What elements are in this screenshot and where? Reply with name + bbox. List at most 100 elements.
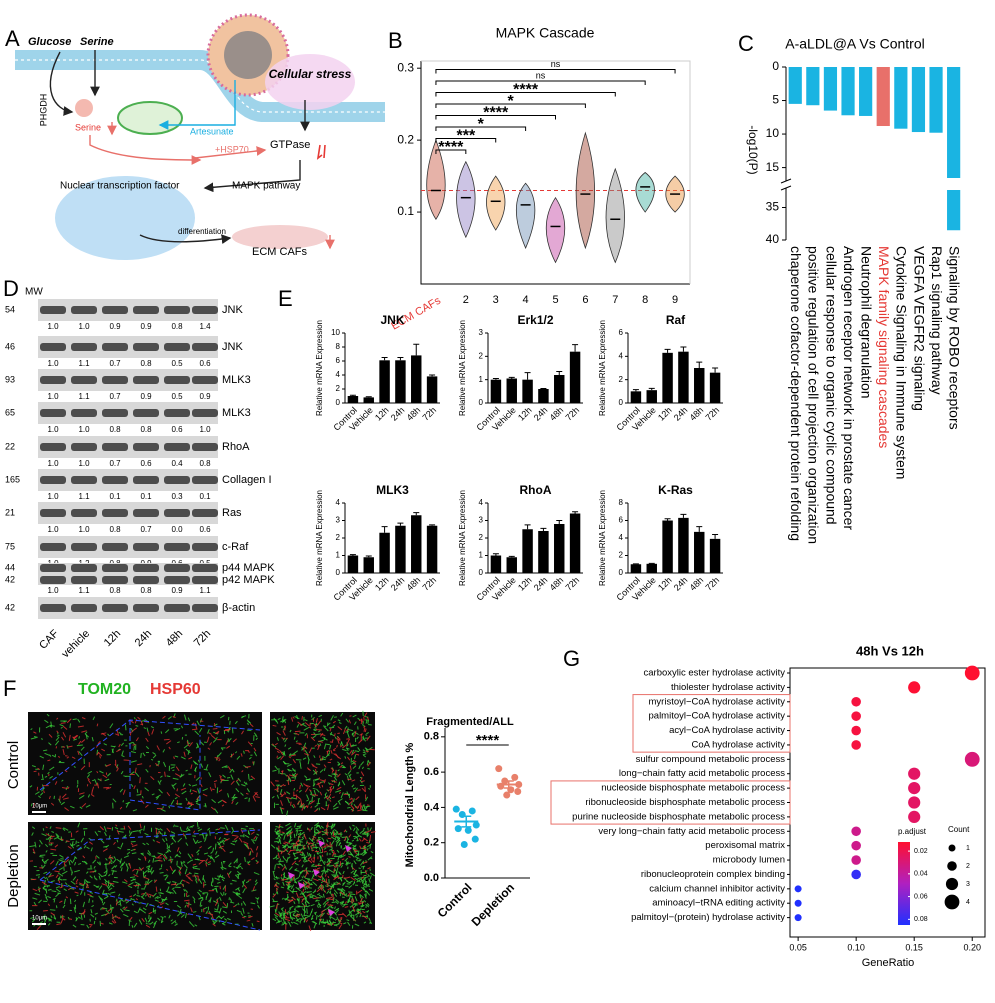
size-label: 4 (966, 899, 970, 906)
y-tick-label: 0 (619, 398, 624, 407)
speckle (323, 850, 327, 853)
speckle (33, 770, 37, 773)
speckle (64, 807, 69, 812)
x-tick-label: 0.15 (905, 942, 923, 952)
speckle (289, 914, 292, 919)
speckle (283, 912, 286, 917)
speckle (122, 800, 124, 803)
speckle (94, 831, 99, 836)
arrowhead (288, 872, 295, 879)
speckle (347, 770, 352, 775)
speckle (49, 909, 56, 911)
sig-label: * (508, 93, 515, 110)
speckle (133, 874, 139, 877)
speckle (364, 891, 368, 893)
speckle (77, 725, 84, 728)
speckle (233, 865, 236, 868)
speckle (362, 915, 368, 920)
error-bar (429, 524, 436, 526)
speckle (290, 842, 296, 845)
speckle (169, 858, 172, 863)
speckle (275, 881, 280, 885)
speckle (304, 917, 307, 922)
speckle (323, 767, 326, 771)
speckle (159, 828, 163, 831)
speckle (252, 840, 255, 844)
speckle (304, 722, 310, 727)
speckle (254, 791, 259, 796)
size-key (948, 844, 956, 852)
speckle (183, 888, 186, 892)
speckle (140, 909, 147, 914)
error-bar (712, 534, 719, 539)
chart-title: Erk1/2 (517, 313, 553, 327)
speckle (282, 761, 287, 765)
speckle (252, 796, 257, 802)
speckle (367, 873, 371, 877)
speckle (128, 919, 132, 922)
speckle (283, 857, 288, 862)
speckle (353, 721, 357, 726)
bar (841, 67, 855, 116)
speckle (280, 851, 283, 855)
speckle (352, 787, 357, 790)
speckle (354, 754, 357, 760)
speckle (218, 919, 221, 923)
speckle (79, 806, 83, 809)
speckle (129, 895, 133, 898)
speckle (74, 856, 78, 859)
error-bar (461, 815, 472, 828)
speckle (30, 736, 37, 740)
speckle (94, 912, 98, 915)
speckle (367, 843, 373, 848)
chart-title: JNK (380, 313, 404, 327)
speckle (207, 747, 211, 750)
speckle (325, 743, 330, 746)
speckle (96, 751, 100, 756)
mw-label: MW (25, 287, 43, 298)
speckle (116, 839, 119, 843)
speckle (337, 773, 341, 778)
speckle (303, 742, 307, 748)
x-tick-label: 72h (420, 575, 438, 593)
speckle (179, 867, 183, 870)
speckle (192, 865, 198, 868)
error-bar (397, 357, 404, 361)
speckle (288, 922, 292, 927)
speckle (142, 752, 146, 757)
speckle (172, 769, 175, 772)
band-quant: 1.0 (199, 425, 211, 434)
speckle (160, 916, 164, 918)
speckle (172, 777, 179, 780)
sig-bracket (435, 126, 527, 131)
speckle (289, 911, 292, 915)
speckle (354, 896, 358, 902)
speckle (270, 781, 275, 787)
error-bar (492, 553, 499, 556)
speckle (368, 917, 371, 922)
speckle (292, 888, 295, 893)
speckle (366, 848, 369, 851)
speckle (363, 832, 367, 836)
speckle (327, 875, 330, 879)
bar (538, 389, 549, 403)
speckle (160, 775, 163, 778)
chart-title: K-Ras (658, 483, 693, 497)
speckle (286, 825, 292, 831)
speckle (363, 754, 367, 758)
sig-bracket (435, 115, 556, 120)
speckle (303, 869, 306, 872)
speckle (177, 837, 183, 843)
point (503, 791, 511, 799)
speckle (251, 857, 255, 861)
speckle (158, 901, 162, 904)
speckle (280, 874, 283, 877)
speckle (130, 897, 134, 901)
speckle (353, 860, 357, 865)
speckle (137, 763, 143, 766)
speckle (311, 838, 315, 841)
speckle (205, 862, 208, 867)
speckle (54, 870, 60, 873)
speckle (316, 867, 321, 870)
speckle (141, 918, 145, 923)
